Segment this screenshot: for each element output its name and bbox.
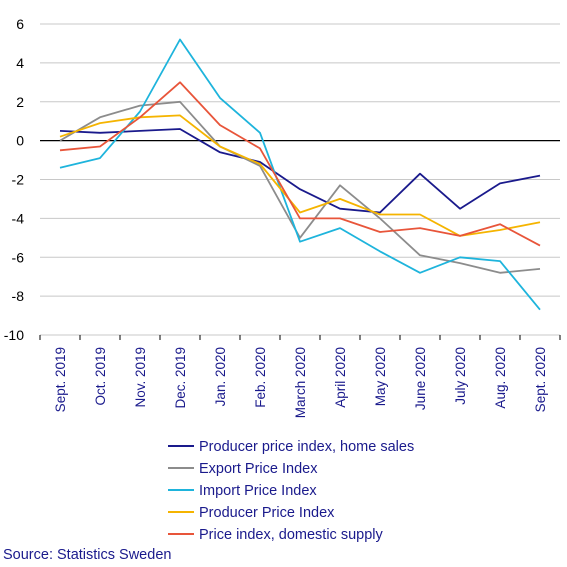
x-tick-label: Sept. 2020 <box>533 347 548 412</box>
legend-label: Producer price index, home sales <box>199 439 414 455</box>
series-line <box>59 81 541 247</box>
y-tick-label: 2 <box>16 94 24 110</box>
series-line <box>59 100 541 274</box>
series-lines <box>59 38 541 311</box>
x-tick-label: Feb. 2020 <box>253 347 268 408</box>
y-tick-label: -2 <box>12 172 25 188</box>
x-tick-label: Nov. 2019 <box>133 347 148 408</box>
legend: Producer price index, home sales Export P… <box>168 439 414 543</box>
y-tick-label: 6 <box>16 16 24 32</box>
x-tick-label: April 2020 <box>333 347 348 408</box>
y-tick-label: -8 <box>12 288 25 304</box>
legend-label: Producer Price Index <box>199 505 335 521</box>
x-axis-ticks: Sept. 2019 Oct. 2019 Nov. 2019 Dec. 2019 Jan… <box>53 347 548 418</box>
legend-label: Import Price Index <box>199 483 317 499</box>
grid-lines <box>39 23 561 340</box>
y-tick-label: -6 <box>12 249 25 265</box>
x-tick-label: July 2020 <box>453 347 468 405</box>
legend-label: Price index, domestic supply <box>199 527 383 543</box>
x-tick-label: June 2020 <box>413 347 428 410</box>
legend-label: Export Price Index <box>199 461 318 477</box>
x-tick-label: Jan. 2020 <box>213 347 228 406</box>
x-tick-label: Oct. 2019 <box>93 347 108 406</box>
y-tick-label: -10 <box>4 327 24 343</box>
x-tick-label: March 2020 <box>293 347 308 418</box>
series-line <box>59 38 541 311</box>
x-tick-label: May 2020 <box>373 347 388 406</box>
x-tick-label: Dec. 2019 <box>173 347 188 409</box>
x-tick-label: Sept. 2019 <box>53 347 68 412</box>
source-note: Source: Statistics Sweden <box>3 547 172 563</box>
y-tick-label: 4 <box>16 55 24 71</box>
y-tick-label: 0 <box>16 133 24 149</box>
y-axis-ticks: 6 4 2 0 -2 -4 -6 -8 -10 <box>4 16 24 343</box>
y-tick-label: -4 <box>12 210 25 226</box>
x-tick-label: Aug. 2020 <box>493 347 508 409</box>
series-line <box>59 128 541 214</box>
